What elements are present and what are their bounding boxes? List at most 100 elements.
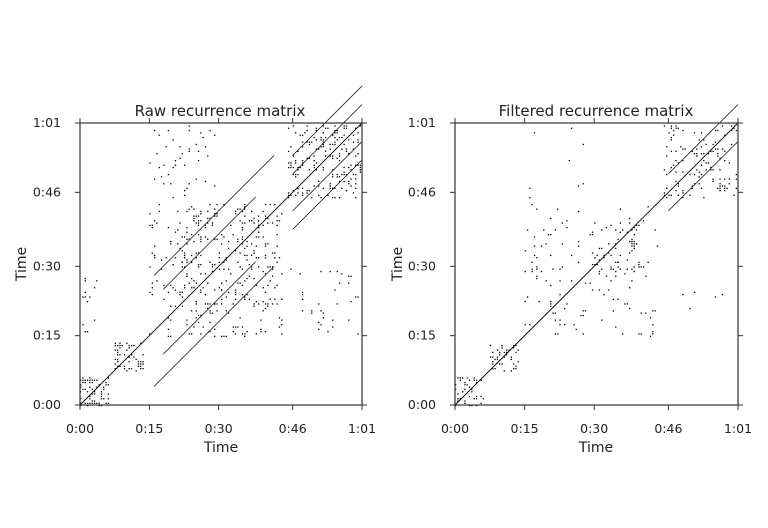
recurrence-point — [301, 310, 304, 312]
recurrence-point — [142, 368, 144, 370]
recurrence-point — [506, 349, 508, 351]
recurrence-point — [262, 210, 264, 213]
recurrence-point — [299, 166, 301, 169]
recurrence-point — [89, 386, 91, 388]
recurrence-point — [84, 291, 86, 293]
recurrence-point — [301, 291, 304, 293]
recurrence-point — [297, 192, 299, 194]
recurrence-point — [355, 296, 357, 298]
recurrence-point — [345, 173, 348, 176]
recurrence-point — [82, 377, 84, 379]
recurrence-point — [89, 381, 91, 384]
recurrence-point — [264, 217, 267, 220]
recurrence-point — [221, 289, 223, 291]
recurrence-point — [496, 349, 499, 351]
recurrence-point — [554, 333, 556, 335]
recurrence-point — [200, 238, 202, 240]
recurrence-point — [724, 134, 726, 136]
recurrence-point — [151, 224, 153, 226]
recurrence-point — [629, 240, 631, 243]
recurrence-point — [698, 171, 700, 173]
recurrence-point — [311, 197, 313, 199]
recurrence-point — [464, 402, 466, 404]
recurrence-point — [221, 303, 223, 305]
recurrence-point — [717, 129, 719, 132]
recurrence-point — [731, 129, 733, 132]
recurrence-point — [515, 351, 517, 354]
recurrence-point — [123, 365, 126, 367]
recurrence-point — [170, 284, 172, 287]
recurrence-point — [262, 270, 264, 273]
recurrence-point — [332, 173, 334, 176]
recurrence-point — [86, 379, 89, 381]
recurrence-point — [626, 268, 628, 270]
recurrence-point — [200, 210, 202, 213]
recurrence-point — [177, 243, 179, 245]
recurrence-point — [253, 217, 255, 220]
recurrence-point — [675, 150, 677, 152]
recurrence-point — [239, 282, 241, 284]
recurrence-point — [703, 153, 705, 155]
recurrence-point — [343, 166, 345, 169]
recurrence-point — [577, 245, 580, 247]
recurrence-point — [615, 326, 617, 328]
recurrence-point — [292, 125, 294, 127]
recurrence-point — [503, 351, 505, 354]
recurrence-point — [253, 252, 255, 254]
recurrence-point — [645, 312, 647, 314]
recurrence-point — [608, 252, 610, 254]
recurrence-point — [564, 324, 566, 326]
recurrence-point — [195, 222, 197, 224]
recurrence-point — [649, 335, 652, 337]
recurrence-point — [315, 148, 318, 150]
recurrence-point — [663, 169, 666, 171]
recurrence-point — [191, 310, 193, 312]
recurrence-point — [642, 266, 645, 268]
recurrence-point — [179, 146, 181, 148]
recurrence-point — [717, 153, 719, 155]
recurrence-point — [128, 347, 130, 349]
recurrence-point — [149, 213, 151, 215]
recurrence-point — [322, 317, 324, 319]
recurrence-point — [91, 381, 93, 384]
recurrence-point — [615, 261, 617, 263]
recurrence-point — [221, 282, 223, 284]
recurrence-point — [696, 153, 698, 155]
recurrence-point — [608, 289, 610, 291]
recurrence-point — [93, 402, 96, 404]
recurrence-point — [355, 187, 357, 189]
recurrence-point — [559, 280, 561, 282]
recurrence-point — [281, 324, 283, 326]
recurrence-point — [355, 178, 357, 180]
recurrence-point — [197, 224, 200, 226]
recurrence-point — [209, 310, 211, 312]
recurrence-point — [174, 289, 177, 291]
recurrence-point — [640, 333, 642, 335]
recurrence-point — [635, 243, 638, 245]
recurrence-point — [251, 243, 253, 245]
recurrence-point — [167, 227, 170, 229]
recurrence-point — [234, 298, 237, 300]
recurrence-point — [626, 259, 628, 261]
recurrence-point — [682, 148, 684, 150]
recurrence-point — [338, 160, 341, 162]
recurrence-point — [673, 129, 675, 132]
recurrence-point — [181, 250, 183, 252]
recurrence-point — [719, 169, 721, 171]
recurrence-point — [241, 229, 244, 231]
recurrence-point — [306, 129, 308, 132]
recurrence-point — [281, 213, 283, 215]
raw-matrix-xlabel: Time — [203, 440, 238, 456]
recurrence-point — [352, 173, 355, 176]
recurrence-point — [234, 210, 237, 213]
recurrence-point — [663, 125, 666, 127]
recurrence-point — [629, 252, 631, 254]
recurrence-point — [334, 132, 336, 134]
recurrence-point — [336, 176, 338, 178]
recurrence-point — [724, 190, 726, 192]
recurrence-point — [251, 254, 253, 257]
recurrence-point — [234, 326, 237, 328]
recurrence-point — [271, 275, 274, 277]
recurrence-point — [327, 194, 329, 196]
recurrence-point — [499, 354, 501, 356]
